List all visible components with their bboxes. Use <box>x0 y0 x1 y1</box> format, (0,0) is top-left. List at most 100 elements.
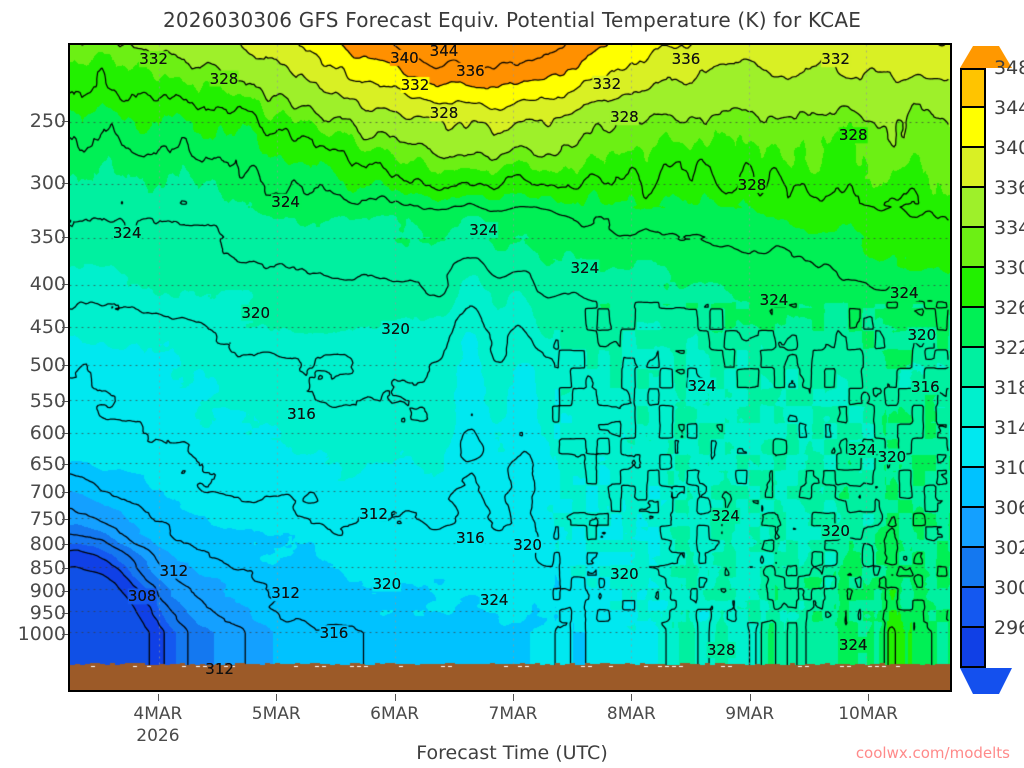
colorbar-tick-label: 296 <box>994 617 1024 639</box>
y-axis-tick <box>62 544 68 546</box>
contour-line-label: 312 <box>271 584 300 603</box>
contour-line-label: 320 <box>907 326 937 345</box>
y-axis-tick-label: 550 <box>29 389 66 412</box>
y-axis-tick <box>62 612 68 614</box>
contour-line-label: 332 <box>592 74 622 93</box>
contour-line-label: 320 <box>513 535 542 554</box>
x-axis-tick <box>157 694 159 701</box>
contour-line-label: 324 <box>889 284 919 303</box>
y-axis-tick-label: 750 <box>29 507 66 530</box>
contour-line-label: 332 <box>821 50 850 69</box>
y-axis-tick-label: 300 <box>29 172 66 195</box>
x-axis-year-label: 2026 <box>136 726 180 746</box>
x-axis-tick-label: 8MAR <box>606 704 656 724</box>
contour-line-label: 324 <box>112 224 142 243</box>
colorbar-tick-label: 340 <box>994 137 1024 159</box>
colorbar-tick-label: 318 <box>994 377 1024 399</box>
y-axis-tick-label: 1000 <box>17 622 66 645</box>
x-axis-tick-label: 6MAR <box>370 704 420 724</box>
colorbar-tick-label: 306 <box>994 497 1024 519</box>
y-axis-tick-label: 600 <box>29 422 66 445</box>
watermark-link[interactable]: coolwx.com/modelts <box>855 744 1010 762</box>
colorbar-legend: 348 344 340 336 334 330 326 322 318 314 310 306 302 3… <box>960 46 1024 694</box>
colorbar-segment <box>960 148 986 188</box>
x-axis-tick-label: 5MAR <box>251 704 301 724</box>
x-axis-tick-label: 4MAR <box>133 704 183 724</box>
contour-line-label: 332 <box>400 75 430 94</box>
x-axis-tick-label: 10MAR <box>838 704 898 724</box>
colorbar-tick-label: 326 <box>994 297 1024 319</box>
y-axis-tick <box>62 120 68 122</box>
colorbar-segment <box>960 388 986 428</box>
colorbar-tick-label: 314 <box>994 417 1024 439</box>
contour-line-label: 324 <box>570 258 600 277</box>
page-title: 2026030306 GFS Forecast Equiv. Potential… <box>162 8 862 32</box>
y-axis-tick <box>62 518 68 520</box>
contour-line-label: 328 <box>838 126 868 145</box>
x-axis-title: Forecast Time (UTC) <box>416 742 608 764</box>
colorbar-tick-label: 322 <box>994 337 1024 359</box>
contour-line-label: 308 <box>127 587 157 606</box>
contour-line-label: 316 <box>911 377 940 396</box>
contour-line-label: 328 <box>209 69 239 88</box>
contour-line-label: 328 <box>706 641 736 659</box>
y-axis-tick-label: 900 <box>29 579 66 602</box>
contour-line-label: 324 <box>711 506 740 525</box>
contour-line-label: 320 <box>877 447 907 466</box>
y-axis-tick <box>62 492 68 494</box>
colorbar-tick-label: 336 <box>994 177 1024 199</box>
y-axis-tick-label: 700 <box>29 481 66 504</box>
colorbar-segment <box>960 308 986 348</box>
x-axis: 4MAR 2026 5MAR 6MAR 7MAR 8MAR 9MAR 10MAR <box>68 694 952 754</box>
y-axis-tick-label: 850 <box>29 557 66 580</box>
contour-line-label: 320 <box>381 319 410 338</box>
contour-line-label: 328 <box>610 108 639 127</box>
y-axis-tick-label: 250 <box>29 109 66 132</box>
y-axis-tick <box>62 400 68 402</box>
colorbar-over-arrow <box>960 46 1012 68</box>
y-axis-tick-label: 350 <box>29 226 66 249</box>
contour-line-label: 320 <box>610 564 639 583</box>
contour-line-label: 316 <box>319 624 349 643</box>
colorbar-segment <box>960 228 986 268</box>
contour-line-label: 324 <box>687 376 717 395</box>
x-axis-tick <box>276 694 278 701</box>
y-axis-tick-label: 950 <box>29 601 66 624</box>
x-axis-tick-label: 7MAR <box>488 704 538 724</box>
contour-line-label: 324 <box>838 635 868 654</box>
x-axis-tick <box>631 694 633 701</box>
colorbar-segment <box>960 628 986 668</box>
colorbar-tick-label: 330 <box>994 257 1024 279</box>
contour-line-label: 312 <box>359 504 388 523</box>
colorbar-tick-label: 348 <box>994 57 1024 79</box>
colorbar-segment <box>960 68 986 108</box>
colorbar-tick-label: 334 <box>994 217 1024 239</box>
contour-line-label: 316 <box>456 528 485 547</box>
colorbar-segment <box>960 188 986 228</box>
contour-line-label: 328 <box>429 104 459 123</box>
colorbar-tick-label: 300 <box>994 577 1024 599</box>
y-axis-tick <box>62 237 68 239</box>
contour-line-label: 332 <box>139 50 168 69</box>
y-axis-tick <box>62 284 68 286</box>
colorbar-tick-label: 344 <box>994 97 1024 119</box>
contour-line-label: 312 <box>159 561 189 580</box>
x-axis-tick <box>394 694 396 701</box>
y-axis-tick-label: 800 <box>29 533 66 556</box>
contour-line-label: 336 <box>671 50 701 69</box>
colorbar-segment <box>960 348 986 388</box>
colorbar-segment <box>960 468 986 508</box>
y-axis: 250 300 350 400 450 500 550 600 650 700 750 800 850 9… <box>0 43 68 692</box>
colorbar-segment <box>960 108 986 148</box>
y-axis-tick-label: 500 <box>29 353 66 376</box>
y-axis-tick-label: 450 <box>29 315 66 338</box>
contour-line-label: 328 <box>737 175 767 194</box>
contour-line-label: 324 <box>759 290 789 309</box>
contour-line-label: 344 <box>429 43 459 61</box>
contour-line-label: 324 <box>479 590 509 609</box>
contour-line-label: 340 <box>390 48 419 67</box>
y-axis-tick-label: 650 <box>29 452 66 475</box>
contour-line-label: 320 <box>241 303 270 322</box>
y-axis-tick <box>62 463 68 465</box>
x-axis-tick <box>513 694 514 701</box>
